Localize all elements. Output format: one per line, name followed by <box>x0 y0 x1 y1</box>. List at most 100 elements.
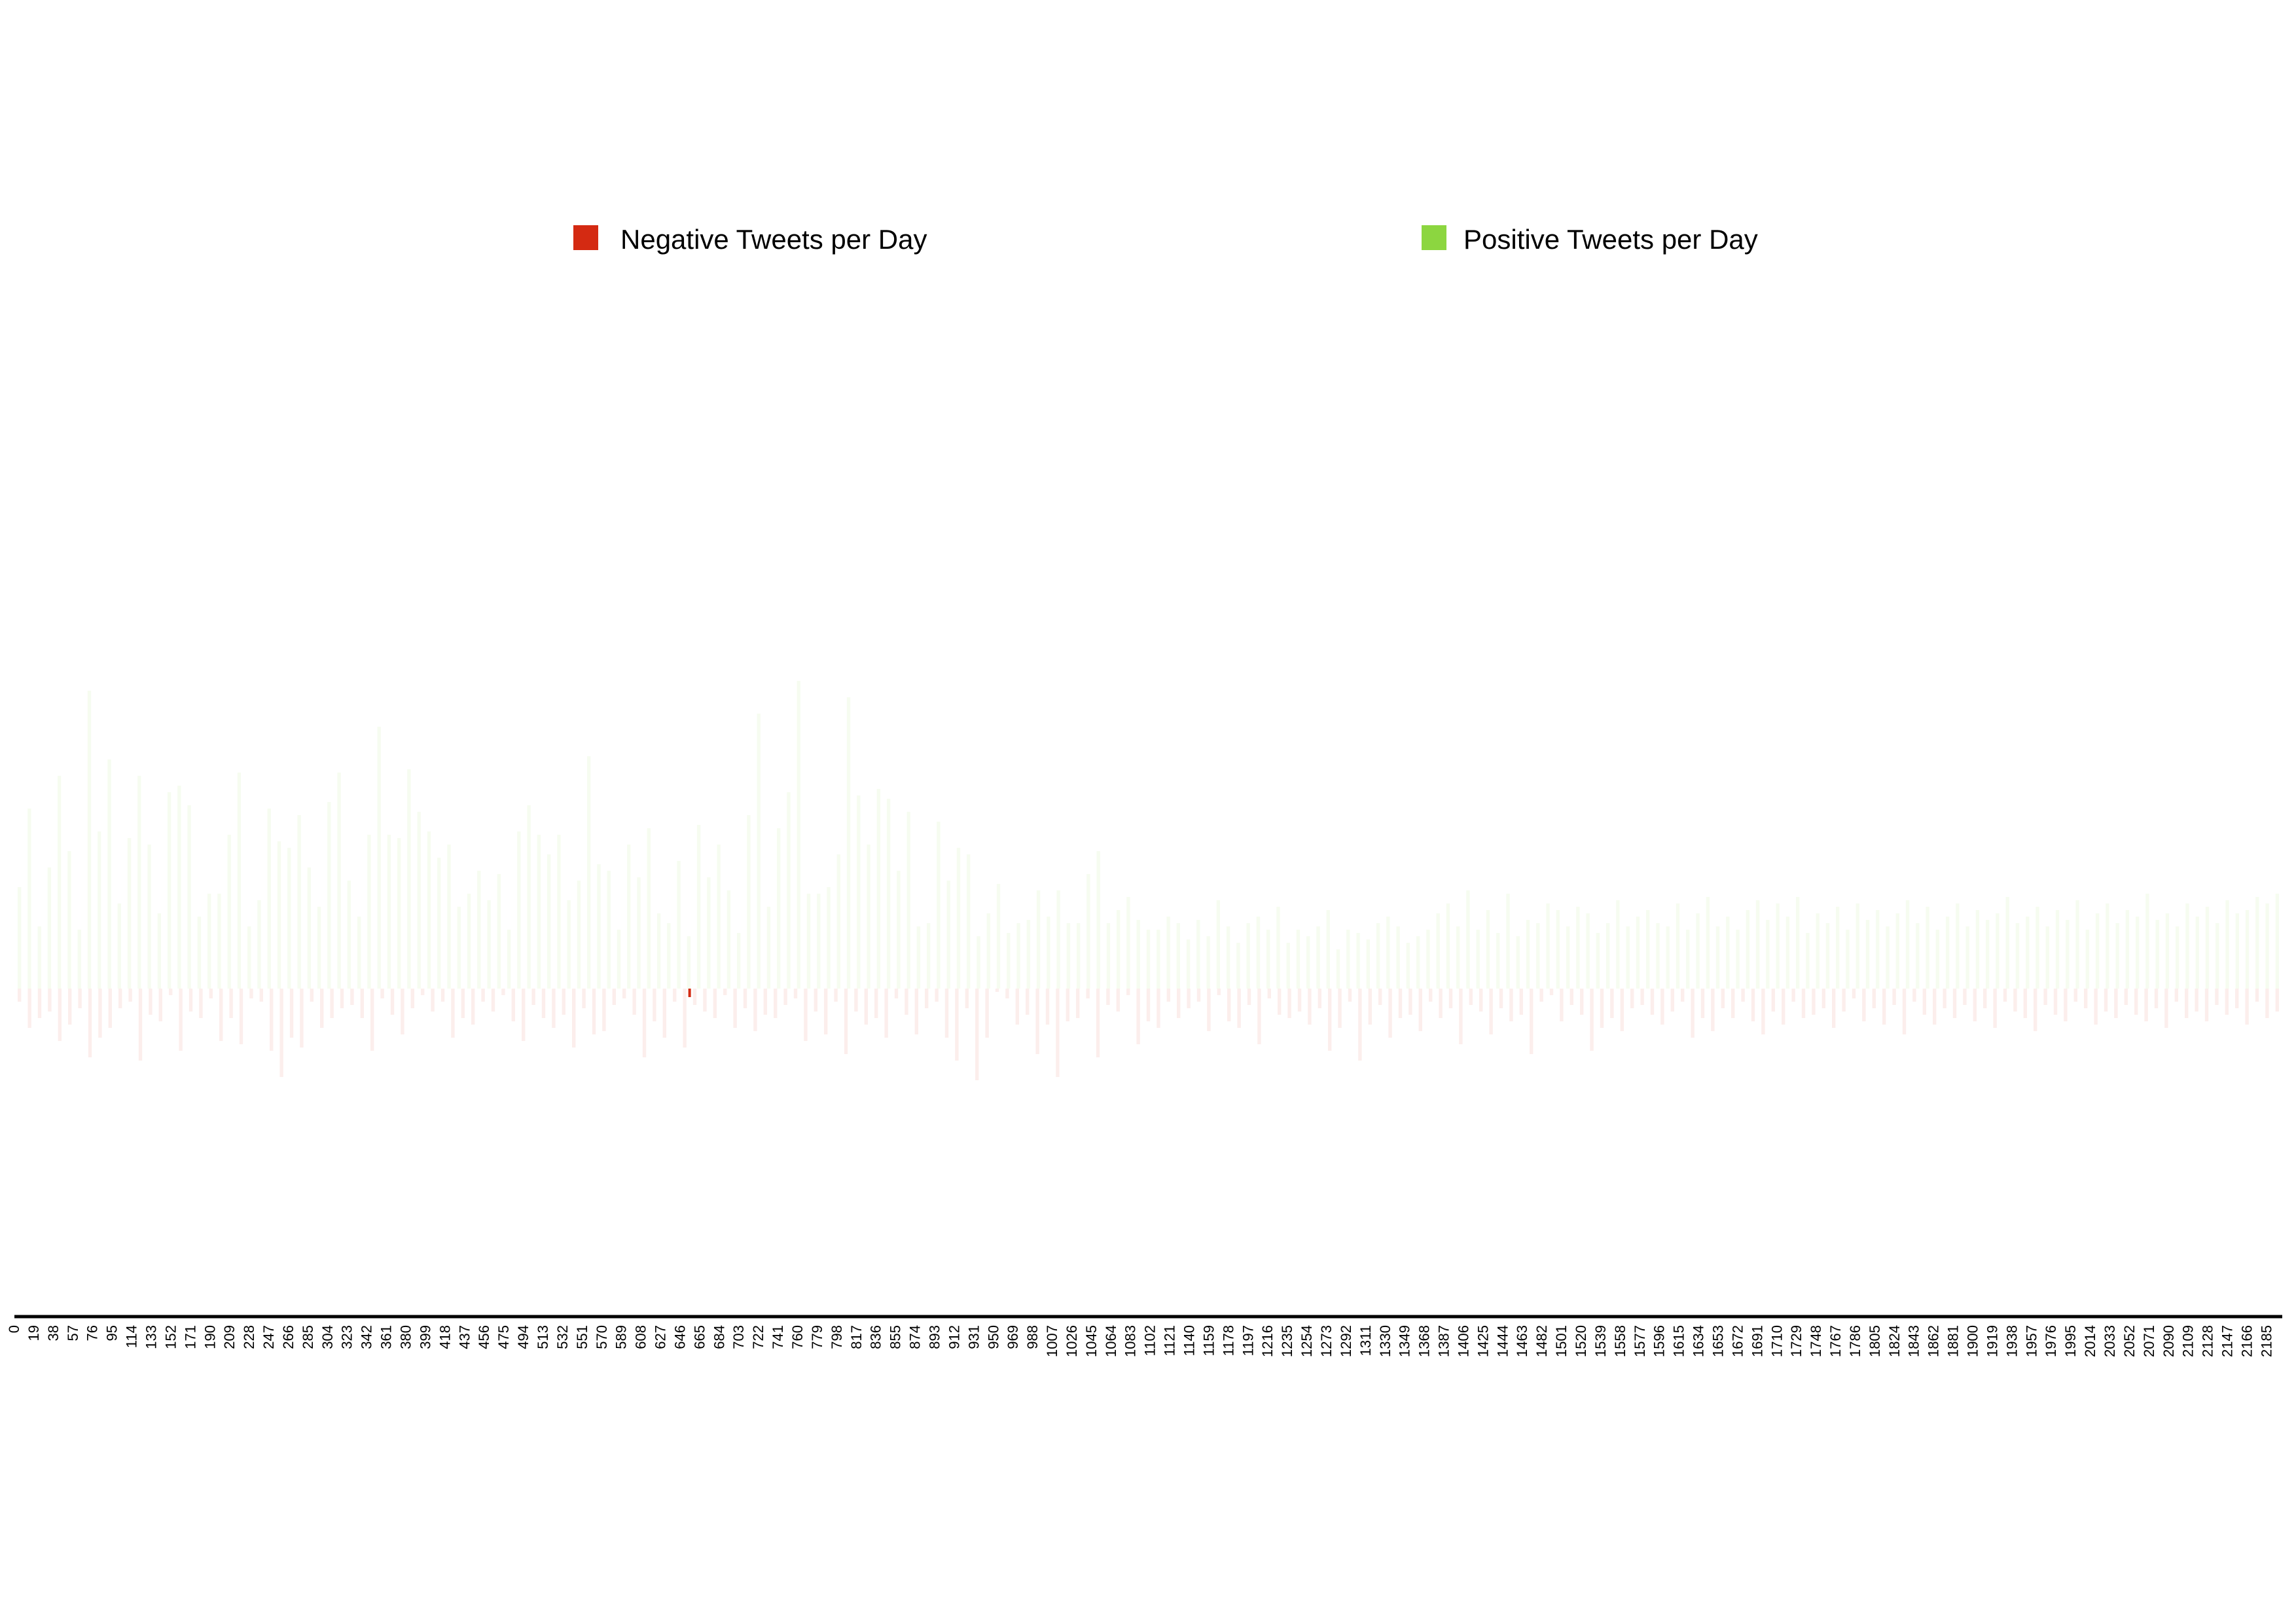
positive-bar <box>1206 936 1210 989</box>
x-tick-label: 1691 <box>1749 1325 1765 1357</box>
positive-bar <box>98 831 101 989</box>
x-tick-label: 361 <box>378 1325 395 1349</box>
positive-bar <box>2265 903 2269 989</box>
x-tick-label: 323 <box>339 1325 355 1349</box>
positive-bar <box>806 894 811 989</box>
negative-bar <box>1157 989 1160 1028</box>
positive-bar <box>317 907 321 989</box>
negative-bar <box>1247 989 1251 1005</box>
negative-bar <box>884 989 888 1038</box>
x-tick-label: 2109 <box>2180 1325 2197 1357</box>
positive-bar <box>357 917 361 989</box>
negative-bar <box>2034 989 2037 1031</box>
positive-bar <box>647 828 651 989</box>
positive-bar <box>1696 913 1700 989</box>
negative-bar <box>18 989 22 1002</box>
x-tick-label: 57 <box>65 1325 81 1341</box>
x-tick-label: 855 <box>888 1325 904 1349</box>
negative-bar <box>1721 989 1725 1008</box>
positive-bar <box>1076 923 1081 989</box>
positive-bar <box>1086 874 1090 989</box>
negative-bar <box>1096 989 1100 1057</box>
x-tick-label: 1501 <box>1553 1325 1570 1357</box>
negative-bar <box>1318 989 1321 1008</box>
negative-bar <box>350 989 354 1005</box>
negative-bar <box>1126 989 1130 995</box>
positive-bar <box>1326 910 1330 989</box>
positive-bar <box>247 926 251 989</box>
positive-bar <box>607 871 611 989</box>
positive-bar <box>2125 910 2130 989</box>
positive-bar <box>836 854 840 989</box>
negative-bar <box>401 989 404 1034</box>
positive-bar <box>1686 930 1690 989</box>
positive-bar <box>2165 913 2170 989</box>
annotation-layer <box>688 989 691 997</box>
negative-bar <box>1620 989 1624 1031</box>
positive-bar <box>1406 943 1410 989</box>
negative-bar <box>713 989 717 1018</box>
negative-bar <box>1791 989 1795 1002</box>
x-tick-label: 1330 <box>1377 1325 1393 1357</box>
negative-bar <box>370 989 374 1051</box>
negative-bar <box>1257 989 1261 1044</box>
positive-bar <box>537 835 541 989</box>
x-tick-label: 969 <box>1005 1325 1021 1349</box>
positive-bar <box>17 887 22 989</box>
positive-bar <box>1376 923 1380 989</box>
x-tick-label: 1406 <box>1455 1325 1471 1357</box>
x-tick-label: 1064 <box>1103 1325 1119 1357</box>
negative-bar <box>965 989 969 1008</box>
negative-bar <box>390 989 395 1015</box>
x-tick-label: 1710 <box>1768 1325 1785 1357</box>
x-tick-label: 988 <box>1024 1325 1041 1349</box>
negative-bar <box>1922 989 1926 1015</box>
negative-bar <box>944 989 949 1038</box>
x-tick-label: 570 <box>594 1325 610 1349</box>
positive-bar <box>1806 933 1810 989</box>
positive-bar <box>517 831 521 989</box>
positive-bar <box>77 930 81 989</box>
negative-bar <box>1408 989 1412 1015</box>
positive-bar <box>1047 917 1050 989</box>
positive-bar <box>1736 930 1740 989</box>
x-tick-label: 304 <box>319 1325 336 1349</box>
positive-bar <box>1346 930 1350 989</box>
negative-bar <box>2275 989 2279 1012</box>
x-tick-label: 1596 <box>1651 1325 1668 1357</box>
positive-bar <box>1056 890 1060 989</box>
positive-bar <box>1436 913 1440 989</box>
x-tick-label: 38 <box>45 1325 62 1341</box>
x-tick-label: 665 <box>691 1325 708 1349</box>
positive-bar <box>1276 907 1280 989</box>
x-tick-label: 950 <box>985 1325 1001 1349</box>
negative-bar <box>804 989 808 1041</box>
negative-bar <box>1670 989 1674 1012</box>
negative-bar <box>310 989 314 1002</box>
x-tick-label: 1140 <box>1181 1325 1198 1356</box>
negative-bar <box>1368 989 1372 1025</box>
negative-bar <box>622 989 626 998</box>
negative-bar <box>2023 989 2027 1018</box>
negative-bar <box>98 989 102 1038</box>
negative-bar <box>774 989 778 1018</box>
positive-bar <box>37 926 41 989</box>
x-tick-label: 1026 <box>1064 1325 1080 1357</box>
negative-bar <box>289 989 294 1038</box>
positive-bar <box>1886 926 1890 989</box>
x-tick-label: 1615 <box>1671 1325 1687 1357</box>
x-tick-label: 1729 <box>1788 1325 1804 1357</box>
negative-bar <box>37 989 42 1018</box>
negative-bar <box>1872 989 1876 1008</box>
positive-bar <box>27 809 31 989</box>
positive-bar <box>946 881 950 989</box>
positive-bar <box>1905 900 1910 989</box>
negative-bar <box>380 989 384 998</box>
negative-bar <box>1912 989 1916 1002</box>
positive-bar <box>1636 917 1640 989</box>
negative-bar <box>955 989 959 1061</box>
positive-bar <box>1986 920 1990 989</box>
negative-bar <box>673 989 677 1002</box>
negative-bar <box>88 989 92 1057</box>
negative-bar <box>1005 989 1009 998</box>
